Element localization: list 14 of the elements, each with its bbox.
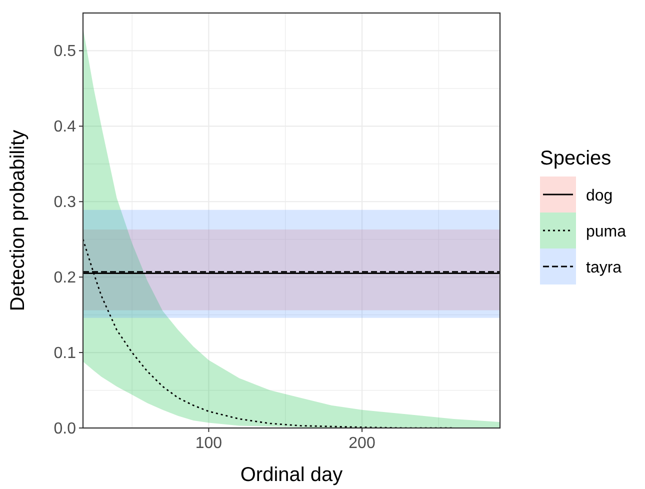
legend-label: puma	[586, 224, 626, 240]
x-tick-label: 100	[195, 435, 222, 452]
y-tick-label: 0.4	[54, 118, 76, 136]
y-tick-label: 0.3	[54, 194, 76, 212]
legend-label: tayra	[586, 260, 622, 276]
y-tick-label: 0.5	[54, 43, 76, 60]
legend-label: dog	[586, 188, 613, 204]
legend-title: Species	[540, 148, 612, 170]
x-tick-label: 200	[348, 435, 376, 452]
y-tick-label: 0.1	[54, 345, 76, 362]
y-tick-label: 0.0	[54, 420, 76, 438]
y-tick-label: 0.2	[54, 270, 76, 287]
y-axis-title: Detection probability	[7, 130, 29, 312]
x-axis-title: Ordinal day	[240, 464, 343, 486]
